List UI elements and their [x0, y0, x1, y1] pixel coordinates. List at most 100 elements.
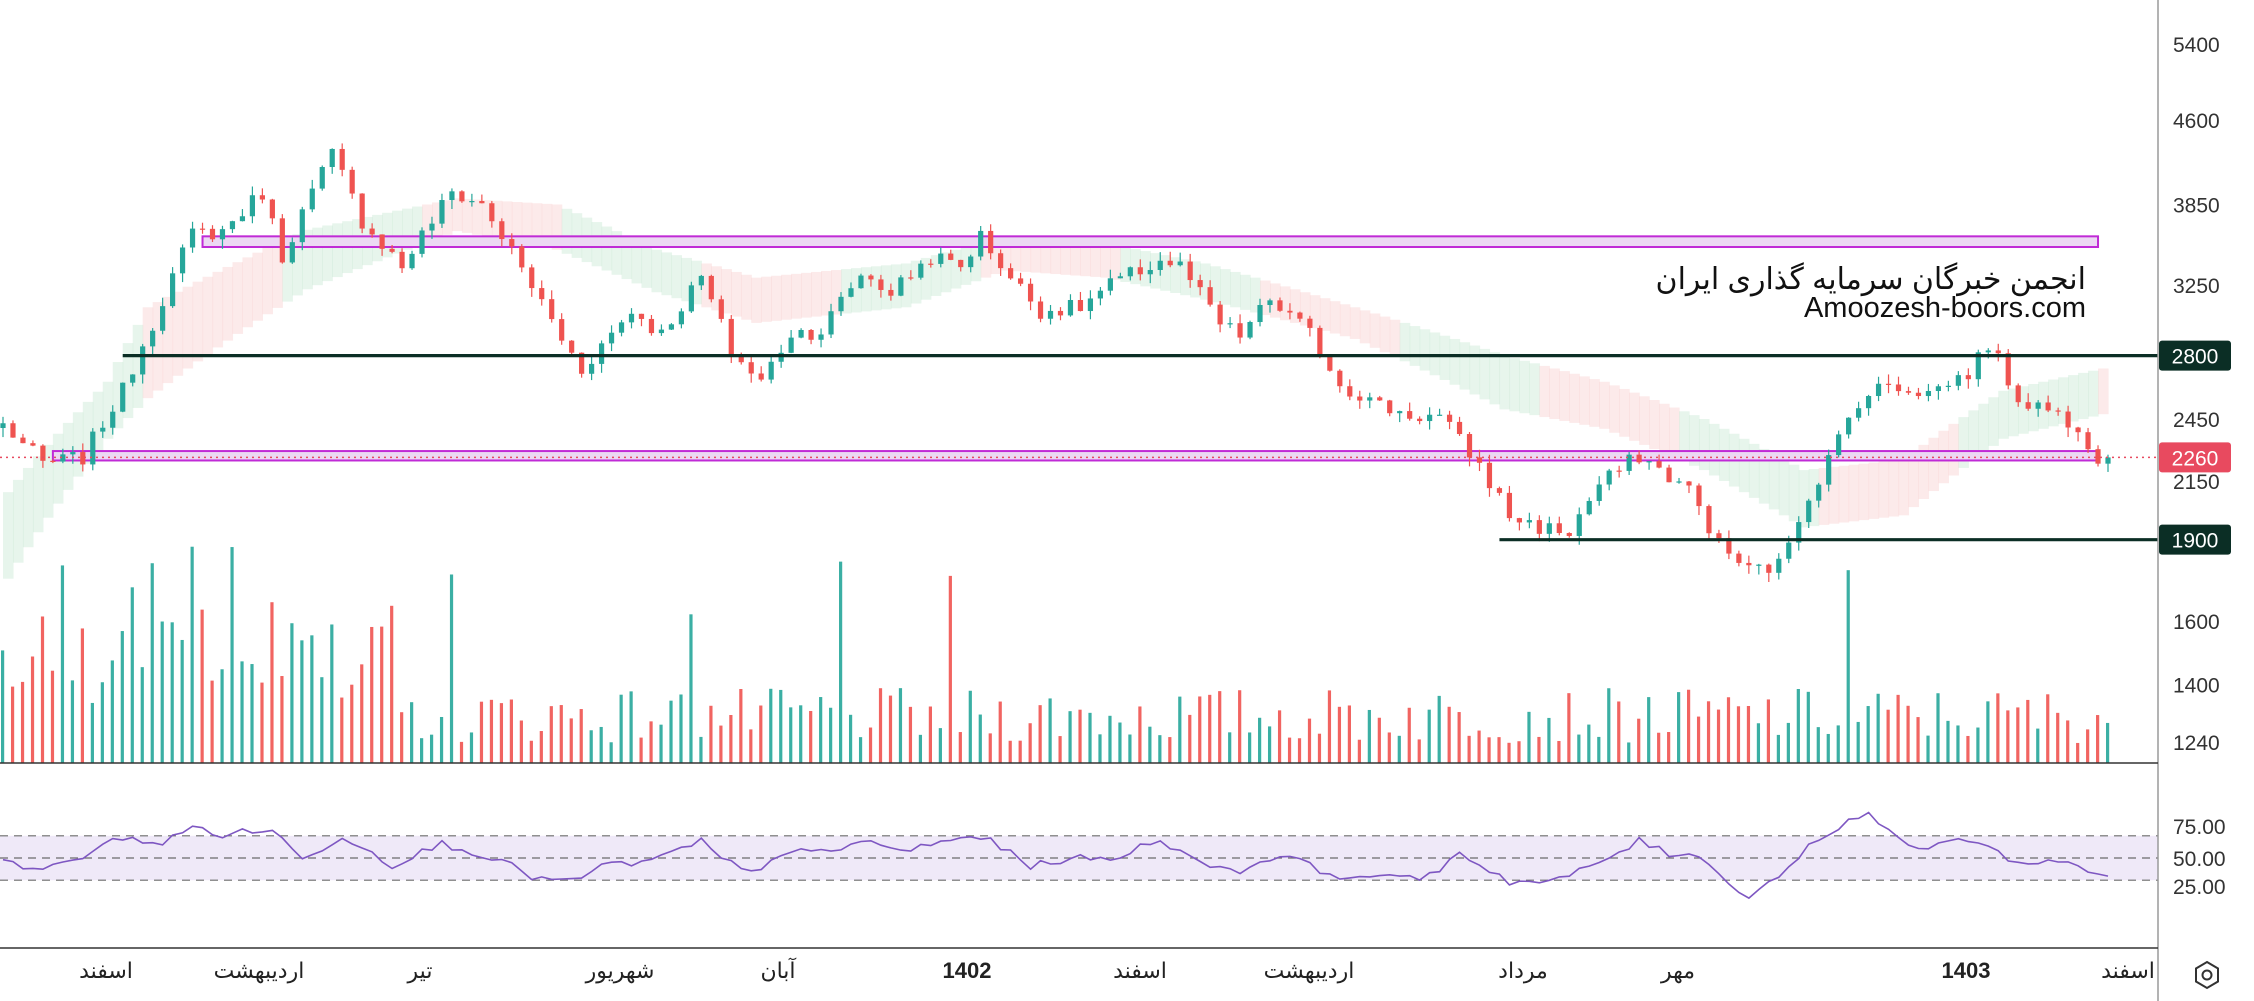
cloud-segment: [1050, 239, 1062, 275]
candle-body: [1806, 500, 1812, 523]
volume-bar: [1537, 736, 1541, 763]
candle-body: [888, 289, 894, 296]
volume-bar: [729, 715, 733, 763]
candle-body: [1566, 533, 1572, 536]
candle-body: [668, 324, 675, 330]
volume-bar: [150, 563, 154, 763]
volume-bar: [1856, 721, 1860, 763]
cloud-segment: [1399, 322, 1411, 362]
cloud-segment: [1230, 271, 1241, 308]
volume-bar: [1657, 732, 1661, 763]
cloud-segment: [3, 492, 14, 579]
candle-body: [1855, 408, 1862, 418]
cloud-segment: [1339, 304, 1351, 337]
price-tick-label: 2150: [2173, 471, 2220, 494]
cloud-segment: [671, 255, 682, 299]
volume-bar: [1557, 740, 1561, 763]
cloud-segment: [112, 362, 124, 429]
cloud-segment: [1499, 355, 1511, 410]
volume-bar: [1068, 711, 1072, 763]
volume-bar: [1946, 720, 1950, 763]
price-badge: [2159, 340, 2231, 371]
volume-bar: [1148, 726, 1152, 763]
volume-bar: [579, 709, 583, 763]
cloud-segment: [1469, 345, 1481, 395]
candle-body: [80, 452, 86, 465]
candle-body: [439, 200, 445, 224]
cloud-segment: [1998, 390, 2009, 439]
cloud-segment: [721, 269, 732, 314]
volume-bar: [2056, 712, 2060, 763]
cloud-segment: [1070, 240, 1082, 276]
cloud-segment: [102, 381, 114, 439]
candle-body: [1646, 461, 1652, 463]
volume-bar: [539, 731, 543, 763]
candle-body: [229, 221, 236, 230]
volume-bar: [829, 707, 833, 763]
cloud-segment: [22, 467, 34, 548]
volume-bar: [320, 677, 324, 763]
candle-body: [968, 256, 974, 268]
candle-body: [878, 279, 884, 290]
volume-bar: [1307, 718, 1312, 763]
cloud-segment: [1708, 423, 1720, 476]
volume-bar: [1457, 712, 1461, 763]
volume-bar: [1138, 706, 1142, 763]
cloud-segment: [451, 198, 463, 232]
volume-bar: [1437, 695, 1441, 763]
cloud-segment: [1309, 295, 1321, 329]
volume-bar: [400, 712, 404, 763]
candle-body: [978, 230, 984, 257]
candle-body: [579, 352, 585, 374]
candle-body: [1436, 414, 1443, 416]
volume-bar: [1627, 742, 1631, 763]
candle-body: [30, 443, 36, 446]
cloud-segment: [1908, 452, 1920, 508]
volume-bar: [1188, 714, 1192, 763]
cloud-segment: [521, 202, 533, 245]
cloud-segment: [1589, 379, 1600, 427]
volume-bar: [1347, 705, 1352, 763]
volume-bar: [699, 736, 703, 763]
cloud-segment: [1818, 467, 1830, 525]
volume-bar: [439, 716, 444, 763]
volume-bar: [1088, 712, 1092, 763]
volume-bar: [1427, 709, 1431, 763]
candle-body: [1975, 352, 1981, 380]
volume-bar: [1507, 742, 1511, 763]
volume-bar: [449, 574, 454, 763]
cloud-segment: [1619, 388, 1630, 437]
cloud-segment: [1748, 443, 1760, 498]
cloud-segment: [1669, 407, 1680, 458]
candle-body: [1995, 350, 2001, 354]
cloud-segment: [541, 203, 553, 248]
candle-body: [1237, 323, 1243, 338]
candle-body: [0, 423, 6, 429]
volume-bar: [898, 688, 903, 763]
time-tick-label: شهریور: [585, 958, 655, 983]
candle-body: [349, 169, 355, 194]
volume-bar: [509, 699, 513, 763]
candle-body: [1885, 383, 1892, 385]
volume-bar: [2016, 707, 2020, 763]
cloud-segment: [92, 391, 104, 452]
volume-bar: [1297, 738, 1302, 763]
volume-bar: [420, 738, 424, 763]
volume-bar: [1577, 734, 1581, 763]
candle-body: [998, 253, 1004, 269]
candle-body: [1377, 397, 1383, 401]
volume-bar: [1497, 737, 1501, 763]
cloud-segment: [1160, 255, 1171, 291]
candle-body: [1217, 304, 1223, 325]
cloud-segment: [392, 210, 403, 254]
price-badge-label: 1900: [2172, 530, 2219, 553]
cloud-segment: [1569, 373, 1580, 423]
chart-settings-icon[interactable]: [2190, 958, 2224, 992]
cloud-segment: [122, 343, 134, 419]
volume-bar: [968, 690, 972, 763]
candle-body: [199, 228, 206, 230]
cloud-segment: [1898, 459, 1910, 516]
cloud-segment: [471, 199, 483, 235]
candle-body: [1786, 542, 1792, 559]
